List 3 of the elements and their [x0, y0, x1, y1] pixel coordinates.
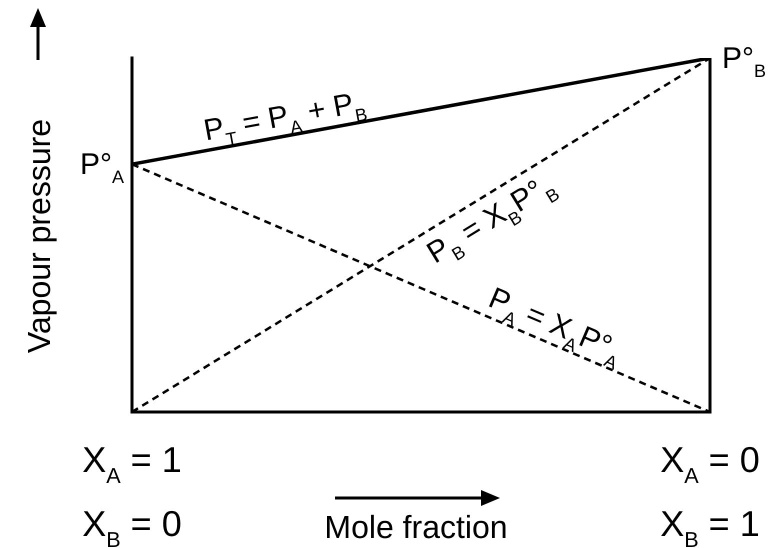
x-axis-title: Mole fraction: [324, 509, 508, 545]
y-axis-title: Vapour pressure: [21, 118, 57, 354]
text: PA = XAP°A: [484, 282, 620, 374]
